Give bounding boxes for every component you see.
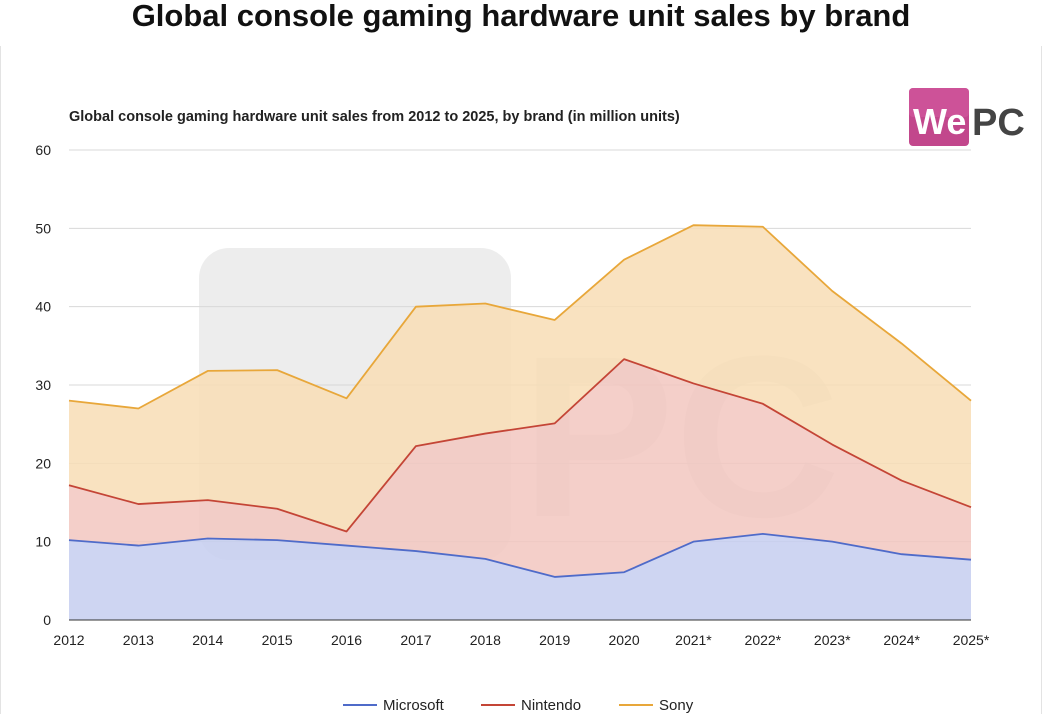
x-tick-label: 2016 bbox=[331, 632, 362, 648]
legend-label-sony: Sony bbox=[659, 697, 694, 714]
area-sony bbox=[69, 225, 971, 532]
legend: Microsoft Nintendo Sony bbox=[343, 697, 694, 714]
x-tick-label: 2018 bbox=[470, 632, 501, 648]
y-tick-label: 50 bbox=[35, 220, 51, 236]
y-tick-label: 40 bbox=[35, 299, 51, 315]
chart-title: Global console gaming hardware unit sale… bbox=[69, 109, 680, 125]
chart: PC 0 10 20 30 40 50 60 2012 2013 2014 2015 2016 2017… bbox=[35, 88, 1025, 714]
x-tick-label: 2012 bbox=[53, 632, 84, 648]
area-microsoft bbox=[69, 533, 971, 620]
legend-label-nintendo: Nintendo bbox=[521, 697, 581, 714]
x-tick-label: 2021* bbox=[675, 632, 712, 648]
area-series bbox=[69, 225, 971, 620]
axes: 0 10 20 30 40 50 60 2012 2013 2014 2015 2016 2017 201… bbox=[35, 142, 989, 648]
x-tick-label: 2019 bbox=[539, 632, 570, 648]
line-nintendo bbox=[68, 358, 972, 533]
logo-text-pc: PC bbox=[972, 102, 1025, 144]
x-tick-label: 2015 bbox=[262, 632, 293, 648]
y-tick-label: 10 bbox=[35, 534, 51, 550]
line-sony bbox=[68, 224, 972, 410]
y-tick-label: 20 bbox=[35, 455, 51, 471]
wepc-logo: We PC bbox=[909, 88, 1025, 146]
x-tick-label: 2023* bbox=[814, 632, 851, 648]
legend-label-microsoft: Microsoft bbox=[383, 697, 445, 714]
chart-panel: PC 0 10 20 30 40 50 60 2012 2013 2014 2015 2016 2017… bbox=[0, 46, 1042, 714]
y-tick-label: 60 bbox=[35, 142, 51, 158]
x-tick-label: 2020 bbox=[608, 632, 639, 648]
x-tick-label: 2024* bbox=[883, 632, 920, 648]
line-microsoft bbox=[68, 532, 972, 578]
page-title: Global console gaming hardware unit sale… bbox=[131, 0, 911, 33]
x-tick-label: 2013 bbox=[123, 632, 154, 648]
x-tick-label: 2014 bbox=[192, 632, 223, 648]
series-lines bbox=[68, 224, 972, 578]
x-tick-label: 2025* bbox=[953, 632, 990, 648]
x-tick-label: 2022* bbox=[745, 632, 782, 648]
logo-text-we: We bbox=[913, 101, 966, 142]
area-nintendo bbox=[69, 359, 971, 577]
y-tick-label: 30 bbox=[35, 377, 51, 393]
y-tick-label: 0 bbox=[43, 612, 51, 628]
x-tick-label: 2017 bbox=[400, 632, 431, 648]
